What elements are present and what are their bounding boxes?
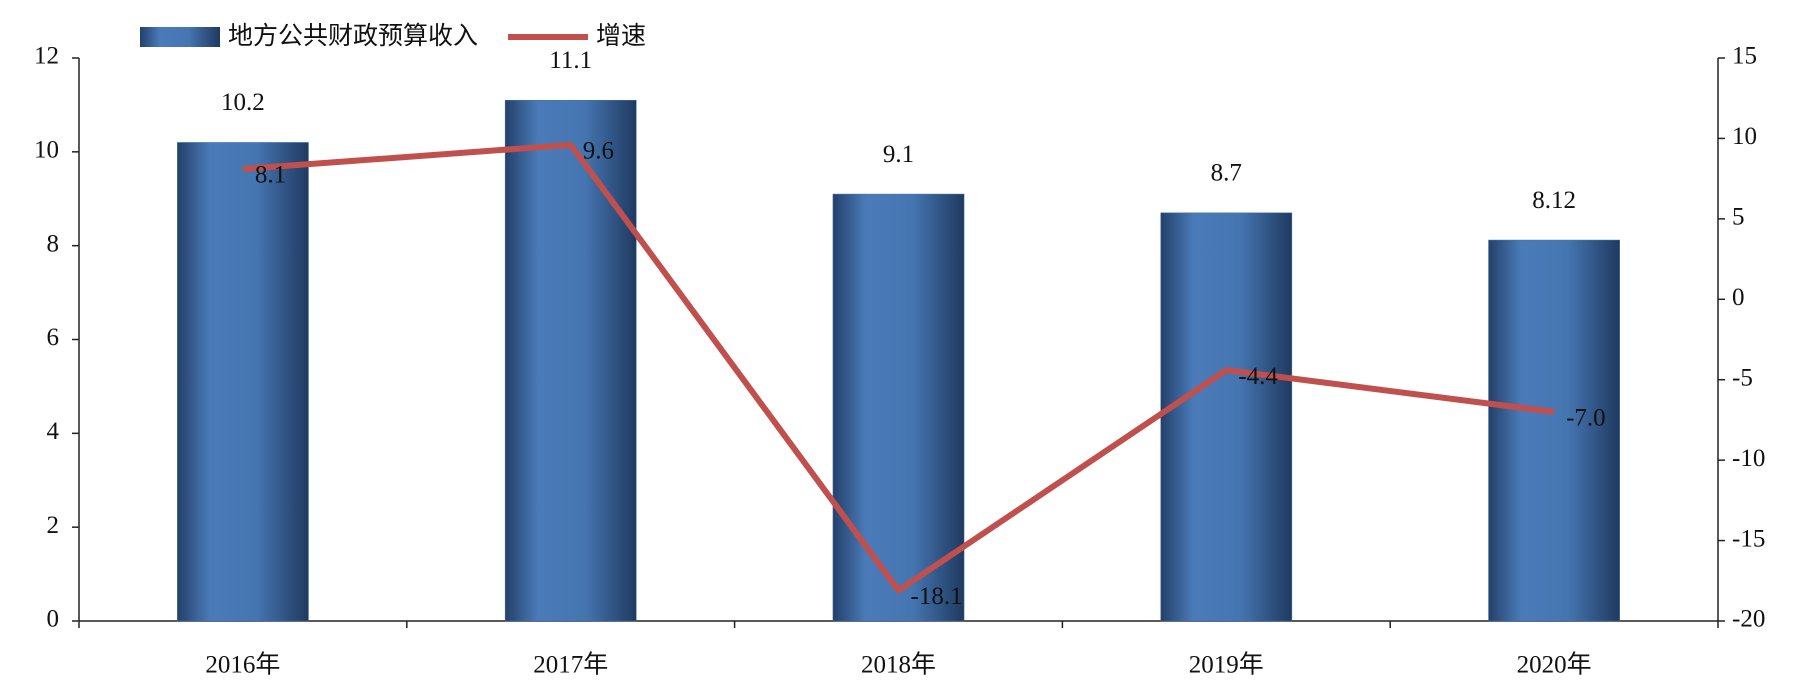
bar bbox=[1488, 239, 1620, 622]
y2-tick-label: 5 bbox=[1732, 204, 1745, 231]
x-tick-label: 2017年 bbox=[533, 651, 608, 679]
y-tick-label: 0 bbox=[47, 606, 60, 633]
line bbox=[242, 141, 1555, 594]
line-value-label: -4.4 bbox=[1238, 363, 1278, 390]
bar bbox=[504, 99, 637, 622]
x-tick-label: 2020年 bbox=[1517, 651, 1592, 679]
y-tick-label: 2 bbox=[47, 512, 60, 539]
bar bbox=[177, 142, 309, 622]
y-tick-label: 8 bbox=[47, 230, 60, 257]
line-value-label: 9.6 bbox=[583, 138, 614, 165]
bar-value-label: 10.2 bbox=[221, 89, 265, 116]
bar-value-label: 11.1 bbox=[549, 47, 592, 74]
y2-tick-label: 0 bbox=[1732, 284, 1745, 311]
y2-tick-label: -15 bbox=[1732, 525, 1765, 552]
legend-label: 增速 bbox=[596, 21, 646, 50]
line-value-label: 8.1 bbox=[255, 162, 286, 189]
legend-swatch bbox=[140, 27, 220, 47]
y-tick-label: 4 bbox=[47, 418, 60, 445]
line-value-label: -18.1 bbox=[911, 583, 963, 610]
y-tick-label: 10 bbox=[34, 137, 59, 164]
y2-tick-label: -20 bbox=[1732, 606, 1765, 633]
bar bbox=[1160, 212, 1293, 622]
x-tick-label: 2016年 bbox=[205, 651, 280, 679]
y-tick-label: 6 bbox=[47, 324, 60, 351]
legend-label: 地方公共财政预算收入 bbox=[228, 21, 478, 50]
y2-tick-label: 10 bbox=[1732, 123, 1757, 150]
line-value-label: -7.0 bbox=[1566, 405, 1606, 432]
bar-value-label: 8.12 bbox=[1532, 187, 1576, 214]
bar-value-label: 8.7 bbox=[1211, 160, 1242, 187]
y2-tick-label: -5 bbox=[1732, 364, 1753, 391]
bar-value-label: 9.1 bbox=[883, 141, 914, 168]
y-tick-label: 12 bbox=[34, 43, 59, 70]
y2-tick-label: -10 bbox=[1732, 445, 1765, 472]
bar bbox=[832, 193, 965, 622]
x-tick-label: 2019年 bbox=[1189, 651, 1264, 679]
y2-tick-label: 15 bbox=[1732, 43, 1757, 70]
x-tick-label: 2018年 bbox=[861, 651, 936, 679]
